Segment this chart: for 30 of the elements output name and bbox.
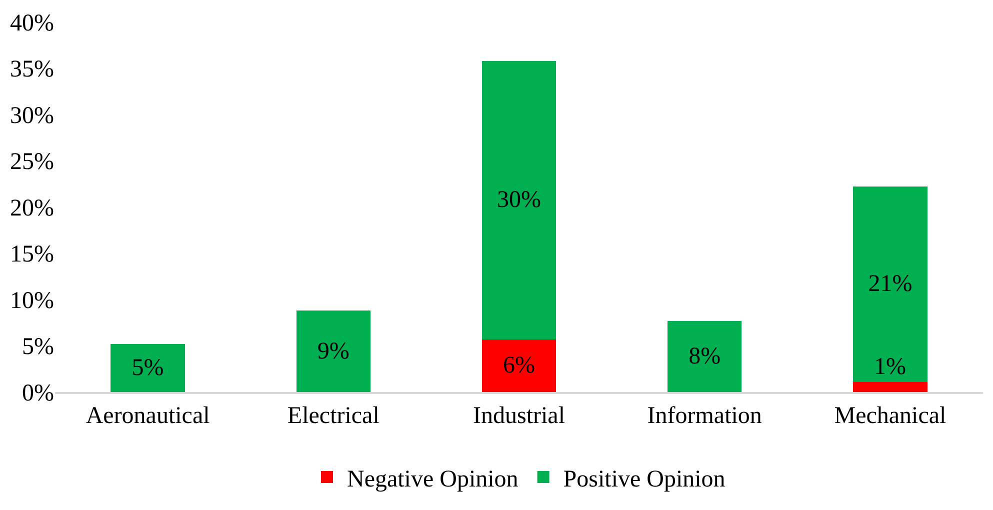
x-tick-label: Information (647, 402, 762, 429)
y-tick-label: 15% (10, 242, 54, 268)
bar (667, 320, 742, 392)
data-label: 8% (688, 343, 721, 370)
bar (853, 382, 928, 392)
bar (296, 310, 371, 392)
data-label: 6% (503, 352, 535, 379)
y-tick-label: 10% (10, 288, 54, 314)
bar (482, 60, 556, 340)
x-tick-label: Aeronautical (86, 402, 210, 429)
x-tick-label: Mechanical (834, 402, 946, 429)
y-tick-label: 0% (22, 380, 54, 406)
y-tick-label: 5% (22, 334, 54, 360)
data-label: 21% (868, 271, 912, 298)
data-label: 5% (132, 354, 164, 381)
bar (482, 339, 556, 392)
bar (853, 186, 928, 382)
legend-label: Negative Opinion (347, 466, 518, 492)
data-label: 1% (874, 354, 906, 380)
data-label: 30% (497, 187, 541, 214)
bar (110, 344, 185, 392)
data-label: 9% (317, 338, 350, 364)
x-tick-label: Industrial (473, 402, 566, 429)
y-tick-label: 30% (10, 102, 54, 129)
y-tick-label: 25% (10, 149, 54, 176)
legend-label: Positive Opinion (563, 466, 726, 492)
y-tick-label: 40% (10, 10, 54, 36)
y-tick-label: 20% (10, 195, 54, 222)
x-tick-label: Electrical (287, 402, 380, 429)
y-tick-label: 35% (10, 56, 54, 83)
